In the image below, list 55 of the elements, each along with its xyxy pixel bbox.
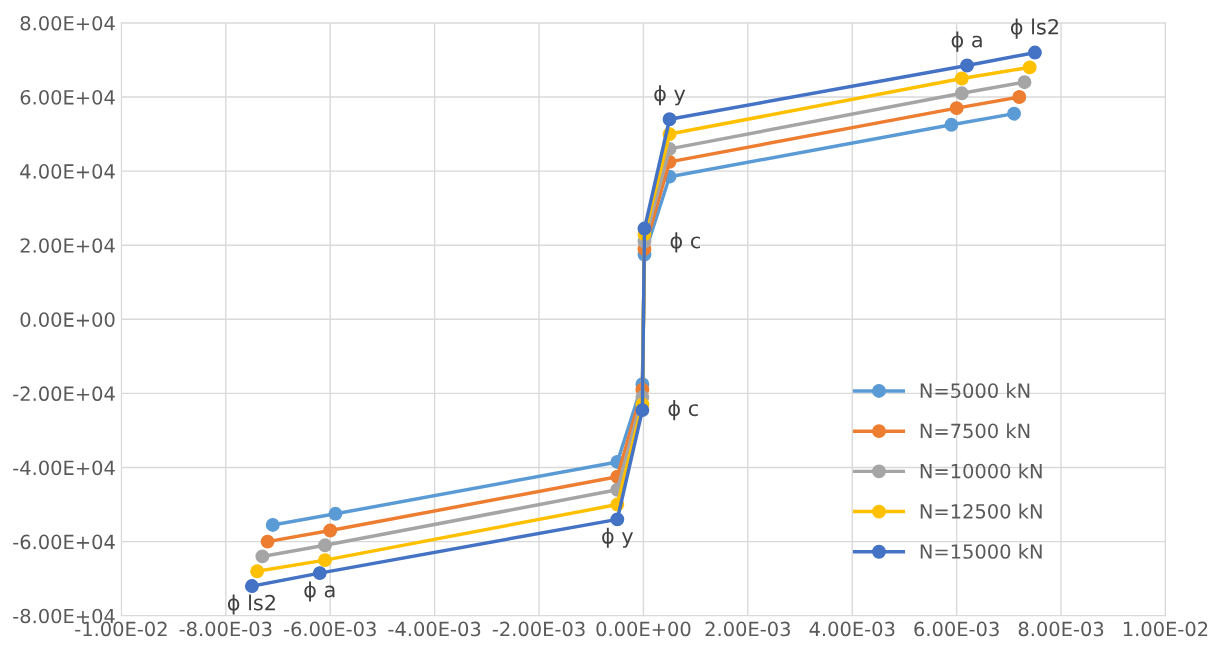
annotation: ϕ ls2 [1010,18,1058,39]
annotation: ϕ a [951,31,982,52]
point [637,221,652,236]
point [662,112,677,127]
x-tick-label: 4.00E-03 [809,621,895,637]
point [328,506,343,521]
point [954,71,969,86]
x-tick-label: 6.00E-03 [914,621,999,637]
x-tick-label: -4.00E-03 [388,621,481,637]
point [635,403,650,418]
x-tick-label: 2.00E-03 [705,621,790,637]
y-tick-label: 2.00E+04 [20,238,115,253]
legend-label: N=12500 kN [920,503,1042,519]
point [265,517,280,532]
point [960,58,975,73]
point [1012,90,1027,104]
y-tick-label: 0.00E+00 [20,312,115,327]
point [1022,60,1037,75]
point [244,579,259,594]
point [323,523,338,538]
x-tick-label: -8.00E-03 [179,621,272,637]
annotation: ϕ c [670,232,700,253]
annotation: ϕ ls2 [227,594,275,615]
y-tick-label: -4.00E+04 [13,460,115,476]
legend-label: N=10000 kN [920,463,1042,479]
legend-label: N=7500 kN [920,423,1030,439]
annotation: ϕ c [668,400,698,421]
x-tick-label: 8.00E-03 [1018,621,1104,637]
y-tick-label: 8.00E+04 [20,15,115,31]
legend-label: N=5000 kN [920,382,1030,399]
x-tick-label: 1.00E-02 [1123,621,1208,637]
annotation: ϕ a [304,581,335,602]
point [1027,45,1042,60]
y-tick-label: 6.00E+04 [20,89,115,105]
point [312,566,327,581]
x-tick-label: 0.00E+00 [596,621,691,637]
x-tick-label: -2.00E-03 [492,621,585,637]
point [318,538,332,553]
y-tick-label: 4.00E+04 [20,164,115,179]
annotation: ϕ y [602,527,634,548]
annotation: ϕ y [654,85,686,106]
point [318,553,332,568]
point [250,564,265,579]
point [944,117,959,132]
point [1017,75,1032,90]
legend-label: N=15000 kN [920,543,1042,559]
point [1007,106,1021,121]
point [260,534,275,549]
point [610,512,625,527]
y-tick-label: -6.00E+04 [13,534,115,550]
x-tick-label: -6.00E-03 [283,621,376,637]
point [954,86,969,101]
point [255,549,270,564]
y-tick-label: -2.00E+04 [13,386,115,402]
point [949,101,964,116]
